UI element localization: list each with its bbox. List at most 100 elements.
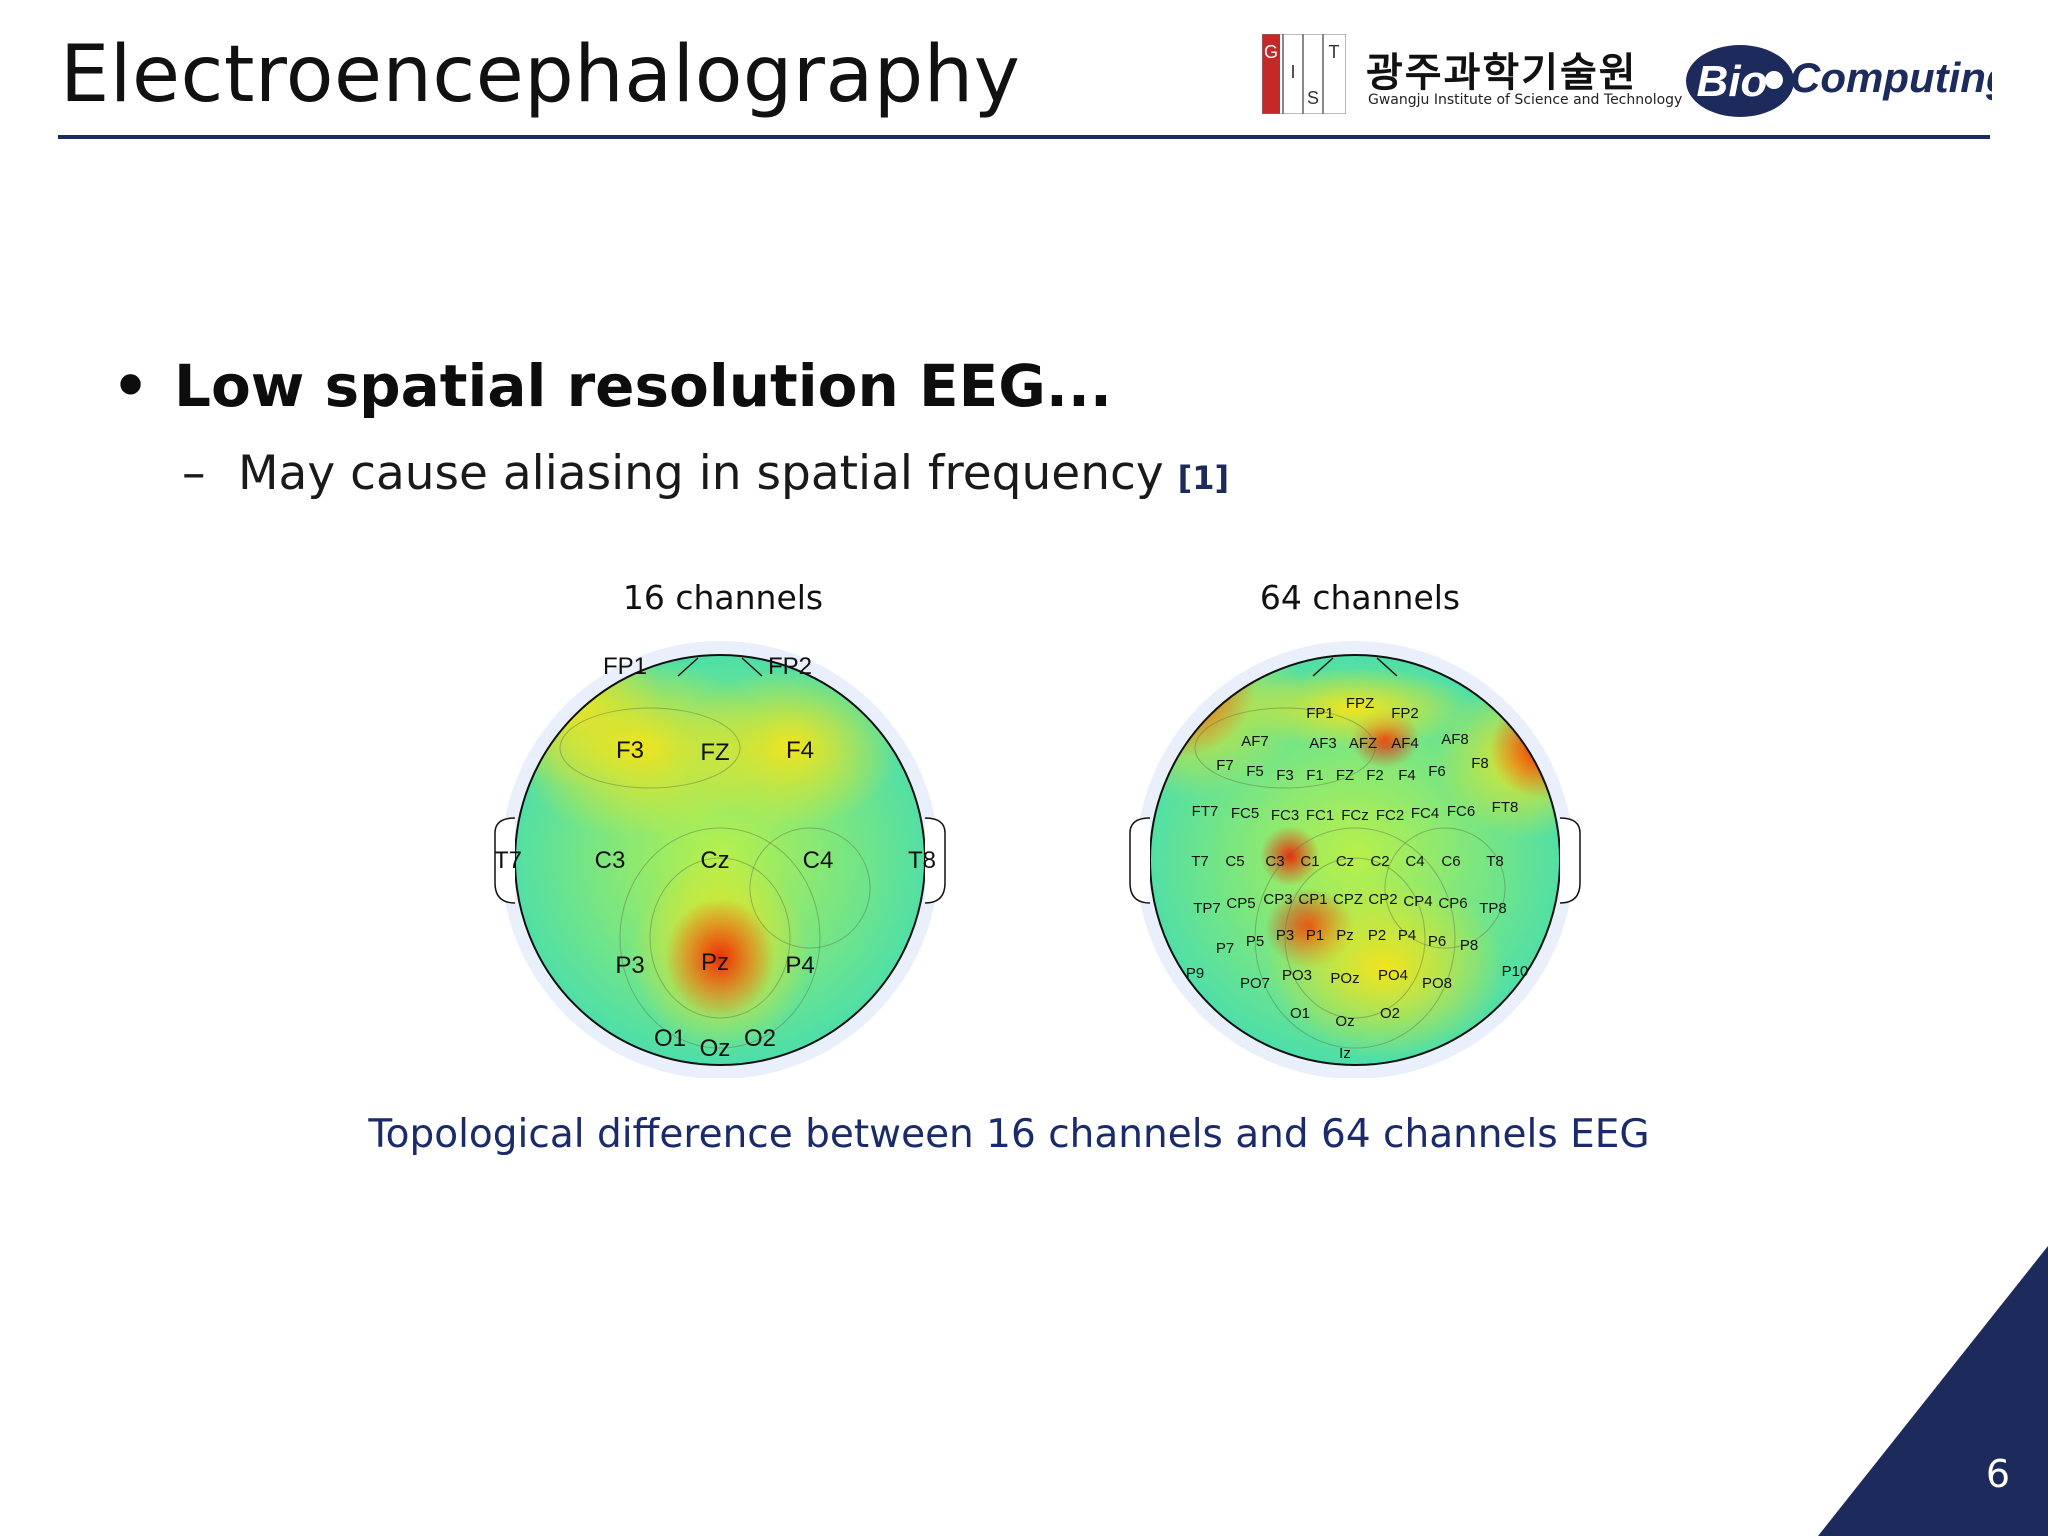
- electrode-cpz: CPZ: [1333, 891, 1363, 908]
- electrode-p4: P4: [1398, 927, 1416, 944]
- electrode-fp2: FP2: [1391, 705, 1419, 722]
- electrode-c5: C5: [1225, 853, 1244, 870]
- electrode-p6: P6: [1428, 933, 1446, 950]
- electrode-p7: P7: [1216, 940, 1234, 957]
- reference-marker: [1]: [1177, 459, 1230, 497]
- electrode-t8: T8: [908, 847, 936, 874]
- electrode-f4: F4: [786, 737, 814, 764]
- electrode-pz: Pz: [1336, 927, 1354, 944]
- electrode-fc3: FC3: [1271, 807, 1299, 824]
- topography-figure: 16 channels 64 channels FP1 FP2 F3 FZ F4 T7 C3…: [470, 578, 1610, 1098]
- electrode-oz: Oz: [1335, 1013, 1354, 1030]
- slide-title: Electroencephalography: [60, 30, 1021, 120]
- biocomputing-logo: Bio Computing: [1686, 45, 1992, 117]
- electrode-f3: F3: [1276, 767, 1294, 784]
- electrode-fp1: FP1: [603, 653, 647, 680]
- electrode-oz: Oz: [700, 1035, 731, 1062]
- electrode-o1: O1: [1290, 1005, 1310, 1022]
- page-number: 6: [1985, 1452, 2010, 1496]
- right-map-title: 64 channels: [1259, 578, 1461, 617]
- electrode-fz: FZ: [700, 739, 729, 766]
- electrode-p3: P3: [1276, 927, 1294, 944]
- electrode-po4: PO4: [1378, 967, 1408, 984]
- electrode-cp5: CP5: [1226, 895, 1255, 912]
- electrode-fpz: FPZ: [1346, 695, 1374, 712]
- electrode-c3: C3: [1265, 853, 1284, 870]
- electrode-p2: P2: [1368, 927, 1386, 944]
- bullet-dot: •: [112, 352, 150, 420]
- electrode-tp8: TP8: [1479, 900, 1507, 917]
- electrode-ft7: FT7: [1192, 803, 1219, 820]
- bullet-heading-text: Low spatial resolution EEG...: [174, 352, 1112, 420]
- electrode-po3: PO3: [1282, 967, 1312, 984]
- sub-bullet-text: May cause aliasing in spatial frequency: [238, 446, 1164, 501]
- electrode-af7: AF7: [1241, 733, 1269, 750]
- sub-bullet-dash: –: [182, 446, 206, 501]
- electrode-cz: Cz: [1336, 853, 1354, 870]
- electrode-p8: P8: [1460, 937, 1478, 954]
- electrode-fc5: FC5: [1231, 805, 1259, 822]
- topomap-16-channels: FP1 FP2 F3 FZ F4 T7 C3 Cz C4 T8 P3 Pz P4 O1 Oz O2: [494, 641, 946, 1078]
- electrode-t7: T7: [1191, 853, 1209, 870]
- svg-text:Computing: Computing: [1790, 54, 1992, 101]
- electrode-f6: F6: [1428, 763, 1446, 780]
- electrode-c1: C1: [1300, 853, 1319, 870]
- electrode-cz: Cz: [700, 847, 729, 874]
- electrode-f1: F1: [1306, 767, 1324, 784]
- electrode-fp2: FP2: [768, 653, 812, 680]
- electrode-f3: F3: [616, 737, 644, 764]
- electrode-cp1: CP1: [1298, 891, 1327, 908]
- electrode-c2: C2: [1370, 853, 1389, 870]
- electrode-f4: F4: [1398, 767, 1416, 784]
- electrode-f2: F2: [1366, 767, 1384, 784]
- electrode-fp1: FP1: [1306, 705, 1334, 722]
- electrode-po8: PO8: [1422, 975, 1452, 992]
- electrode-fc2: FC2: [1376, 807, 1404, 824]
- electrode-af3: AF3: [1309, 735, 1337, 752]
- gist-english-name: Gwangju Institute of Science and Technol…: [1368, 92, 1683, 108]
- corner-accent: [1818, 1246, 2048, 1536]
- electrode-poz: POz: [1330, 970, 1359, 987]
- electrode-p1: P1: [1306, 927, 1324, 944]
- electrode-f5: F5: [1246, 763, 1264, 780]
- electrode-pz: Pz: [701, 949, 729, 976]
- svg-text:T: T: [1329, 42, 1340, 62]
- topomap-64-channels: FPZ FP1 FP2 AF7 AF3 AFZ AF4 AF8 F7 F5 F3 F1 FZ F2 F4 F6…: [1129, 641, 1581, 1078]
- electrode-c4: C4: [803, 847, 834, 874]
- electrode-af4: AF4: [1391, 735, 1419, 752]
- gist-logo-mark: G I S T: [1262, 34, 1346, 114]
- electrode-p9: P9: [1186, 965, 1204, 982]
- electrode-t8: T8: [1486, 853, 1504, 870]
- electrode-fz: FZ: [1336, 767, 1354, 784]
- figure-caption: Topological difference between 16 channe…: [368, 1112, 1650, 1157]
- gist-korean-name: 광주과학기술원: [1366, 50, 1638, 96]
- electrode-fc6: FC6: [1447, 803, 1475, 820]
- electrode-f7: F7: [1216, 757, 1234, 774]
- electrode-o1: O1: [654, 1025, 686, 1052]
- electrode-t7: T7: [494, 847, 522, 874]
- bullet-heading: • Low spatial resolution EEG...: [112, 352, 1112, 420]
- electrode-afz: AFZ: [1349, 735, 1377, 752]
- electrode-iz: Iz: [1339, 1045, 1351, 1062]
- electrode-fc1: FC1: [1306, 807, 1334, 824]
- electrode-ft8: FT8: [1492, 799, 1519, 816]
- electrode-p5: P5: [1246, 933, 1264, 950]
- electrode-cp4: CP4: [1403, 893, 1432, 910]
- electrode-af8: AF8: [1441, 731, 1469, 748]
- electrode-cp3: CP3: [1263, 891, 1292, 908]
- electrode-f8: F8: [1471, 755, 1489, 772]
- left-map-title: 16 channels: [622, 578, 824, 617]
- electrode-c6: C6: [1441, 853, 1460, 870]
- header-logos: G I S T 광주과학기술원 Gwangju Institute of Sci…: [1262, 34, 1992, 120]
- electrode-fc4: FC4: [1411, 805, 1439, 822]
- electrode-p4: P4: [785, 952, 814, 979]
- electrode-cp6: CP6: [1438, 895, 1467, 912]
- title-divider: [58, 135, 1990, 139]
- electrode-o2: O2: [1380, 1005, 1400, 1022]
- svg-text:Bio: Bio: [1697, 57, 1768, 106]
- electrode-tp7: TP7: [1193, 900, 1221, 917]
- electrode-cp2: CP2: [1368, 891, 1397, 908]
- electrode-c3: C3: [595, 847, 626, 874]
- electrode-p3: P3: [615, 952, 644, 979]
- svg-text:S: S: [1307, 88, 1319, 108]
